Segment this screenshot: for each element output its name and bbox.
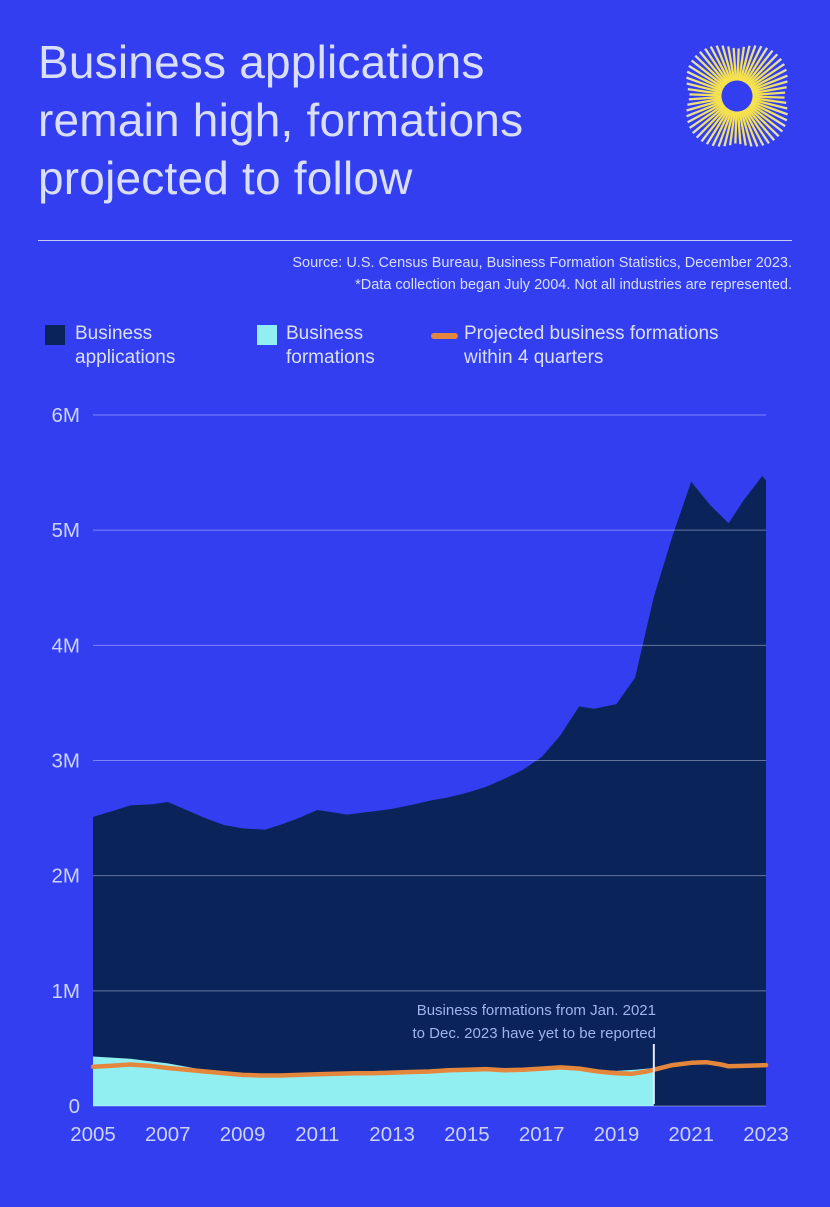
x-tick-label-2023: 2023 <box>743 1123 789 1146</box>
legend-label-projection: Projected business formations within 4 q… <box>464 323 719 368</box>
y-tick-label-0: 0 <box>69 1095 80 1118</box>
source-line-2: *Data collection began July 2004. Not al… <box>355 276 792 293</box>
y-tick-label-2M: 2M <box>52 865 80 888</box>
sunburst-rays <box>686 45 788 147</box>
x-tick-label-2013: 2013 <box>369 1123 415 1146</box>
projection-line <box>90 1059 769 1078</box>
y-tick-label-5M: 5M <box>52 519 80 542</box>
y-tick-label-1M: 1M <box>52 980 80 1003</box>
y-tick-label-6M: 6M <box>52 404 80 427</box>
legend-label-applications: Business applications <box>75 323 176 368</box>
y-tick-label-4M: 4M <box>52 634 80 657</box>
formations-swatch-icon <box>257 325 277 345</box>
applications-swatch-icon <box>45 325 65 345</box>
source-line-1: Source: U.S. Census Bureau, Business For… <box>292 255 792 271</box>
projection-dash-icon <box>431 333 458 339</box>
header-divider <box>38 240 792 241</box>
x-tick-label-2011: 2011 <box>295 1123 339 1146</box>
x-tick-label-2009: 2009 <box>220 1123 266 1146</box>
x-tick-label-2007: 2007 <box>145 1123 191 1146</box>
y-tick-label-3M: 3M <box>52 750 80 773</box>
x-tick-label-2019: 2019 <box>594 1123 640 1146</box>
x-tick-label-2021: 2021 <box>668 1123 714 1146</box>
source-note: Source: U.S. Census Bureau, Business For… <box>172 253 792 297</box>
page-title: Business applications remain high, forma… <box>38 36 524 204</box>
x-tick-label-2017: 2017 <box>519 1123 565 1146</box>
chart-legend: Business applications Business formation… <box>0 322 830 378</box>
x-tick-label-2015: 2015 <box>444 1123 490 1146</box>
applications-area <box>93 476 766 1106</box>
legend-label-formations: Business formations <box>286 323 375 368</box>
x-tick-label-2005: 2005 <box>70 1123 116 1146</box>
sunburst-logo-icon <box>686 45 788 147</box>
annotation-text: Business formations from Jan. 2021 to De… <box>412 1002 657 1042</box>
formations-area <box>93 1056 654 1106</box>
